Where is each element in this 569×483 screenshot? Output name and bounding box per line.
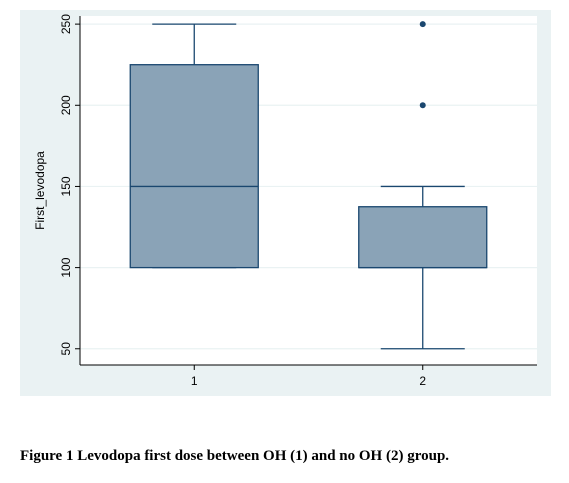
y-tick-label: 100 xyxy=(59,257,73,277)
box-iqr xyxy=(129,64,259,269)
y-tick-label: 50 xyxy=(59,342,73,356)
box-iqr xyxy=(358,206,488,269)
y-tick-label: 200 xyxy=(59,95,73,115)
figure-caption: Figure 1 Levodopa first dose between OH … xyxy=(20,448,450,464)
y-tick-label: 150 xyxy=(59,176,73,196)
y-axis-title: First_levodopa xyxy=(33,151,47,230)
x-tick-label: 1 xyxy=(191,374,198,388)
y-tick-label: 250 xyxy=(59,14,73,34)
x-tick-label: 2 xyxy=(419,374,426,388)
outlier-point xyxy=(419,102,426,109)
outlier-point xyxy=(419,21,426,28)
chart-panel: 50 100 150 200 250 First_levodopa 1 2 xyxy=(20,10,551,396)
box-plot: 50 100 150 200 250 First_levodopa 1 2 xyxy=(33,14,537,388)
